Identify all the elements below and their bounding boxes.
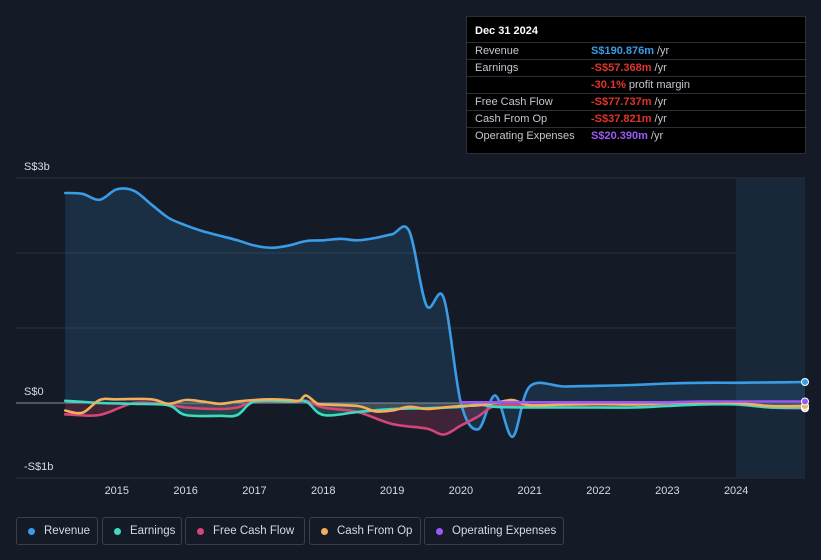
tooltip-row: -30.1% profit margin [467,76,807,93]
legend-item-operating-expenses[interactable]: Operating Expenses [424,517,564,545]
forecast-region [736,178,805,478]
x-tick-label: 2021 [517,485,541,497]
tooltip-row-value: -S$57.368m/yr [591,62,667,74]
legend-item-earnings[interactable]: Earnings [102,517,182,545]
legend-dot-icon [28,528,35,535]
tooltip-value-unit: /yr [654,113,667,125]
tooltip-value-text: -S$37.821m [591,113,652,125]
legend-dot-icon [114,528,121,535]
tooltip-value-unit: /yr [657,45,670,57]
tooltip-row-label: Operating Expenses [475,130,575,142]
tooltip-row-value: S$190.876m/yr [591,45,669,57]
x-tick-label: 2022 [586,485,610,497]
tooltip-value-unit: profit margin [628,79,690,91]
tooltip-row: Earnings -S$57.368m/yr [467,59,807,76]
x-tick-label: 2024 [724,485,748,497]
tooltip-value-text: -S$57.368m [591,62,652,74]
tooltip-value-text: -S$77.737m [591,96,652,108]
x-tick-label: 2017 [242,485,266,497]
x-axis-ticks: 2015 2016 2017 2018 2019 2020 2021 2022 2023 2024 [105,485,749,497]
tooltip-row-value: S$20.390m/yr [591,130,663,142]
legend-item-revenue[interactable]: Revenue [16,517,98,545]
marker-operating-expenses [801,397,809,406]
line-revenue [63,187,807,439]
area-revenue [65,188,805,437]
marker-revenue [801,378,809,386]
legend-item-free-cash-flow[interactable]: Free Cash Flow [185,517,305,545]
legend-label: Cash From Op [337,525,413,537]
legend-label: Earnings [130,525,176,537]
x-tick-label: 2020 [449,485,473,497]
tooltip-panel: Dec 31 2024 Revenue S$190.876m/yr Earnings… [466,16,807,154]
tooltip-row-value: -S$77.737m/yr [591,96,667,108]
chart-grid [16,177,805,479]
x-tick-label: 2019 [380,485,404,497]
tooltip-value-unit: /yr [650,130,664,142]
tooltip-value-unit: /yr [654,62,667,74]
line-earnings [63,399,807,418]
tooltip-row-label: Earnings [475,62,519,74]
tooltip-value-unit: /yr [654,96,667,108]
line-operating-expenses [459,400,807,404]
tooltip-row-label: Cash From Op [475,113,548,125]
x-tick-label: 2023 [655,485,679,497]
tooltip-row-label: Revenue [475,45,520,57]
y-tick-label: S$3b [24,161,50,173]
y-tick-label: -S$1b [24,461,53,473]
area-free-cash-flow [65,400,805,435]
x-tick-label: 2018 [311,485,335,497]
legend-dot-icon [321,528,328,535]
x-tick-label: 2016 [173,485,197,497]
legend-label: Operating Expenses [452,525,557,537]
tooltip-value-text: S$20.390m [591,130,648,142]
tooltip-row: Cash From Op -S$37.821m/yr [467,110,807,127]
tooltip-row: Operating Expenses S$20.390m/yr [467,127,807,144]
tooltip-value-text: -30.1% [591,79,626,91]
tooltip-row-value: -S$37.821m/yr [591,113,667,125]
legend-label: Free Cash Flow [213,525,295,537]
end-markers [801,378,809,413]
tooltip-row-label: Free Cash Flow [475,96,553,108]
y-axis-ticks: S$3b S$0 -S$1b [24,161,53,473]
tooltip-value-text: S$190.876m [591,45,654,57]
tooltip-row: Free Cash Flow -S$77.737m/yr [467,93,807,110]
legend-label: Revenue [44,525,91,537]
series-lines [63,187,807,439]
legend-item-cash-from-op[interactable]: Cash From Op [309,517,421,545]
legend-dot-icon [436,528,443,535]
tooltip-row: Revenue S$190.876m/yr [467,42,807,59]
legend-dot-icon [197,528,204,535]
tooltip-date: Dec 31 2024 [475,25,538,37]
tooltip-row-value: -30.1% profit margin [591,79,690,91]
x-tick-label: 2015 [105,485,129,497]
y-tick-label: S$0 [24,386,44,398]
line-cash-from-op [63,394,807,415]
forecast-shade [736,178,805,478]
